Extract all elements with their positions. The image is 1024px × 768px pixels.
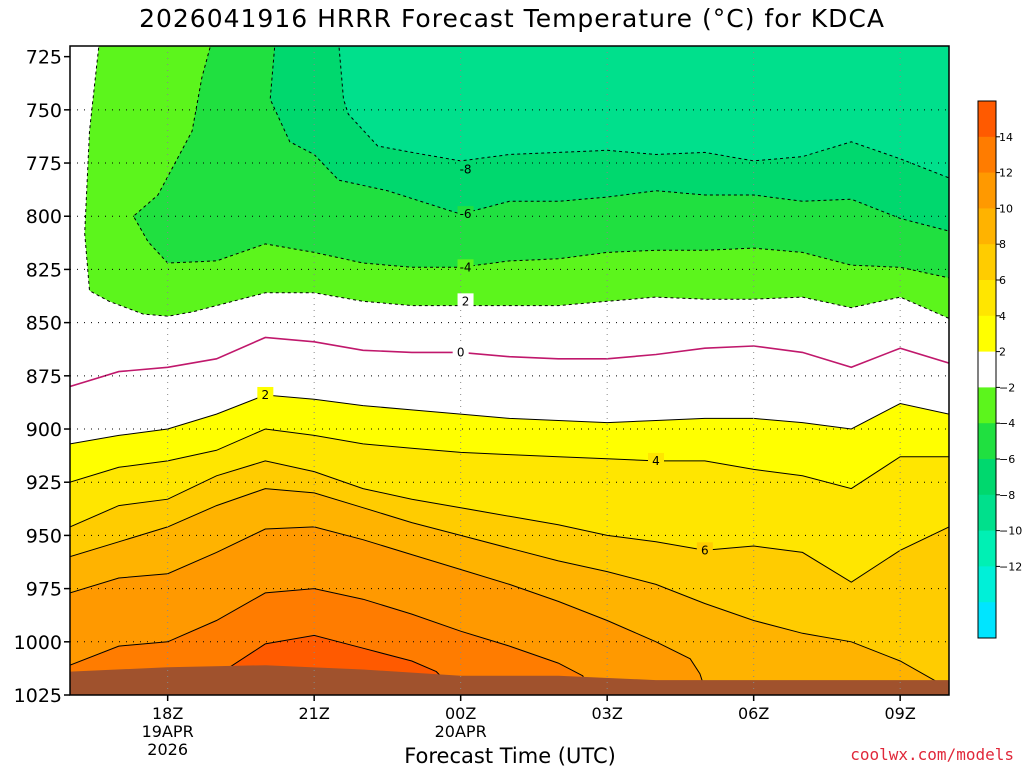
contour-label--2: 2 — [462, 294, 470, 308]
contour-label--4: -4 — [460, 260, 472, 274]
colorbar-segment-12 — [978, 530, 996, 567]
x-tick-label-24-0: 00Z — [445, 704, 476, 723]
x-tick-label-30-0: 06Z — [738, 704, 769, 723]
y-tick-label-1025: 1025 — [14, 685, 62, 707]
colorbar-segment-9 — [978, 423, 996, 460]
y-tick-label-850: 850 — [26, 313, 62, 335]
contour-line--8 — [338, 46, 949, 179]
contour-label-bg-4 — [648, 452, 664, 467]
colorbar-segment-1 — [978, 136, 996, 174]
y-tick-label-825: 825 — [26, 259, 62, 281]
contour-line-6 — [70, 460, 949, 583]
filled-contours — [70, 46, 949, 695]
contour-label-bg--4 — [457, 259, 474, 274]
colorbar-segment-6 — [978, 315, 996, 353]
y-tick-label-925: 925 — [26, 472, 62, 494]
x-tick-label-33-0: 09Z — [885, 704, 916, 723]
contour-label--8: -8 — [460, 162, 472, 176]
colorbar-label-0: 14 — [999, 131, 1013, 144]
contour-label-bg-6 — [696, 542, 713, 557]
contour-label-bg-0 — [452, 344, 469, 359]
x-tick-label-18-2: 2026 — [147, 740, 188, 759]
colorbar-segment-5 — [978, 280, 996, 317]
ground-surface — [70, 665, 949, 695]
contour-label-bg--6 — [457, 206, 474, 221]
x-tick-label-21-0: 21Z — [299, 704, 330, 723]
colorbar-segment-11 — [978, 494, 996, 532]
contour-label-2: 2 — [262, 388, 270, 402]
colorbar-segment-3 — [978, 208, 996, 245]
contour-label--6: -6 — [460, 207, 472, 221]
colorbar-segment-10 — [978, 459, 996, 496]
contour-label-bg-2 — [257, 386, 274, 401]
contour-line-4 — [70, 428, 949, 490]
colorbar-segment-4 — [978, 244, 996, 281]
x-tick-label-27-0: 03Z — [592, 704, 623, 723]
x-tick-label-18-1: 19APR — [142, 722, 194, 741]
colorbar-label-8: −4 — [999, 417, 1015, 430]
contour-line-12 — [70, 588, 589, 689]
colorbar-label-12: −12 — [999, 560, 1022, 573]
colorbar-segment-14 — [978, 602, 996, 639]
contour-label-0: 0 — [457, 345, 465, 359]
colorbar-segment-7 — [978, 351, 996, 388]
colorbar-label-3: 8 — [999, 238, 1006, 251]
contour-label-bg--2 — [457, 293, 474, 308]
contour-label-4: 4 — [652, 454, 660, 468]
colorbar-label-5: 4 — [999, 310, 1006, 323]
y-tick-label-725: 725 — [26, 47, 62, 69]
y-tick-label-950: 950 — [26, 525, 62, 547]
contour-line-10 — [70, 526, 706, 689]
contour-line-0 — [70, 336, 949, 388]
y-tick-label-1000: 1000 — [14, 632, 62, 654]
y-tick-label-750: 750 — [26, 100, 62, 122]
colorbar-label-10: −8 — [999, 489, 1015, 502]
y-tick-label-800: 800 — [26, 206, 62, 228]
colorbar-label-6: 2 — [999, 346, 1006, 359]
x-tick-label-18-0: 18Z — [152, 704, 183, 723]
chart-title: 2026041916 HRRR Forecast Temperature (°C… — [139, 4, 885, 33]
contour-line--2 — [84, 46, 949, 319]
contour-label-6: 6 — [701, 543, 709, 557]
colorbar-segment-13 — [978, 566, 996, 603]
colorbar-label-2: 10 — [999, 202, 1013, 215]
colorbar-segment-0 — [978, 101, 996, 138]
x-tick-label-24-1: 20APR — [435, 722, 487, 741]
colorbar-label-11: −10 — [999, 525, 1022, 538]
colorbar-segment-2 — [978, 172, 996, 209]
contour-line-8 — [70, 488, 949, 690]
colorbar-frame — [977, 100, 997, 639]
colorbar-label-1: 12 — [999, 167, 1013, 180]
x-axis-label: Forecast Time (UTC) — [404, 744, 616, 768]
colorbar-segment-8 — [978, 387, 996, 424]
credit-link[interactable]: coolwx.com/models — [850, 745, 1014, 764]
colorbar-label-7: −2 — [999, 381, 1015, 394]
colorbar-label-4: 6 — [999, 274, 1006, 287]
contour-line-2 — [70, 394, 949, 445]
contour-line--6 — [269, 46, 949, 232]
y-tick-label-875: 875 — [26, 366, 62, 388]
y-tick-label-900: 900 — [26, 419, 62, 441]
y-tick-label-775: 775 — [26, 153, 62, 175]
contour-label-bg--8 — [457, 161, 474, 176]
colorbar-label-9: −6 — [999, 453, 1015, 466]
y-tick-label-975: 975 — [26, 579, 62, 601]
plot-frame — [69, 45, 950, 696]
